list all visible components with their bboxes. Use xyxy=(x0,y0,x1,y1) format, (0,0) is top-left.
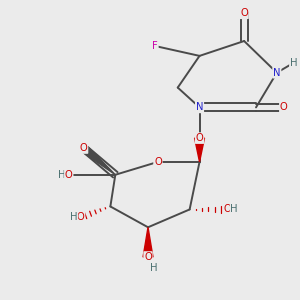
Polygon shape xyxy=(143,227,153,257)
Text: H: H xyxy=(58,170,66,180)
Text: N: N xyxy=(273,68,280,78)
Text: O: O xyxy=(224,204,231,214)
Text: O: O xyxy=(196,133,203,143)
Polygon shape xyxy=(195,138,205,162)
Polygon shape xyxy=(81,145,115,175)
Text: O: O xyxy=(280,102,288,112)
Text: N: N xyxy=(196,102,203,112)
Text: O: O xyxy=(144,252,152,262)
Text: H: H xyxy=(290,58,297,68)
Text: H: H xyxy=(70,212,78,222)
Text: H: H xyxy=(230,204,238,214)
Text: H: H xyxy=(150,263,158,273)
Text: O: O xyxy=(77,212,85,222)
Text: O: O xyxy=(240,8,248,18)
Text: O: O xyxy=(80,143,88,153)
Text: O: O xyxy=(65,170,73,180)
Text: O: O xyxy=(154,157,162,167)
Text: F: F xyxy=(152,41,158,51)
